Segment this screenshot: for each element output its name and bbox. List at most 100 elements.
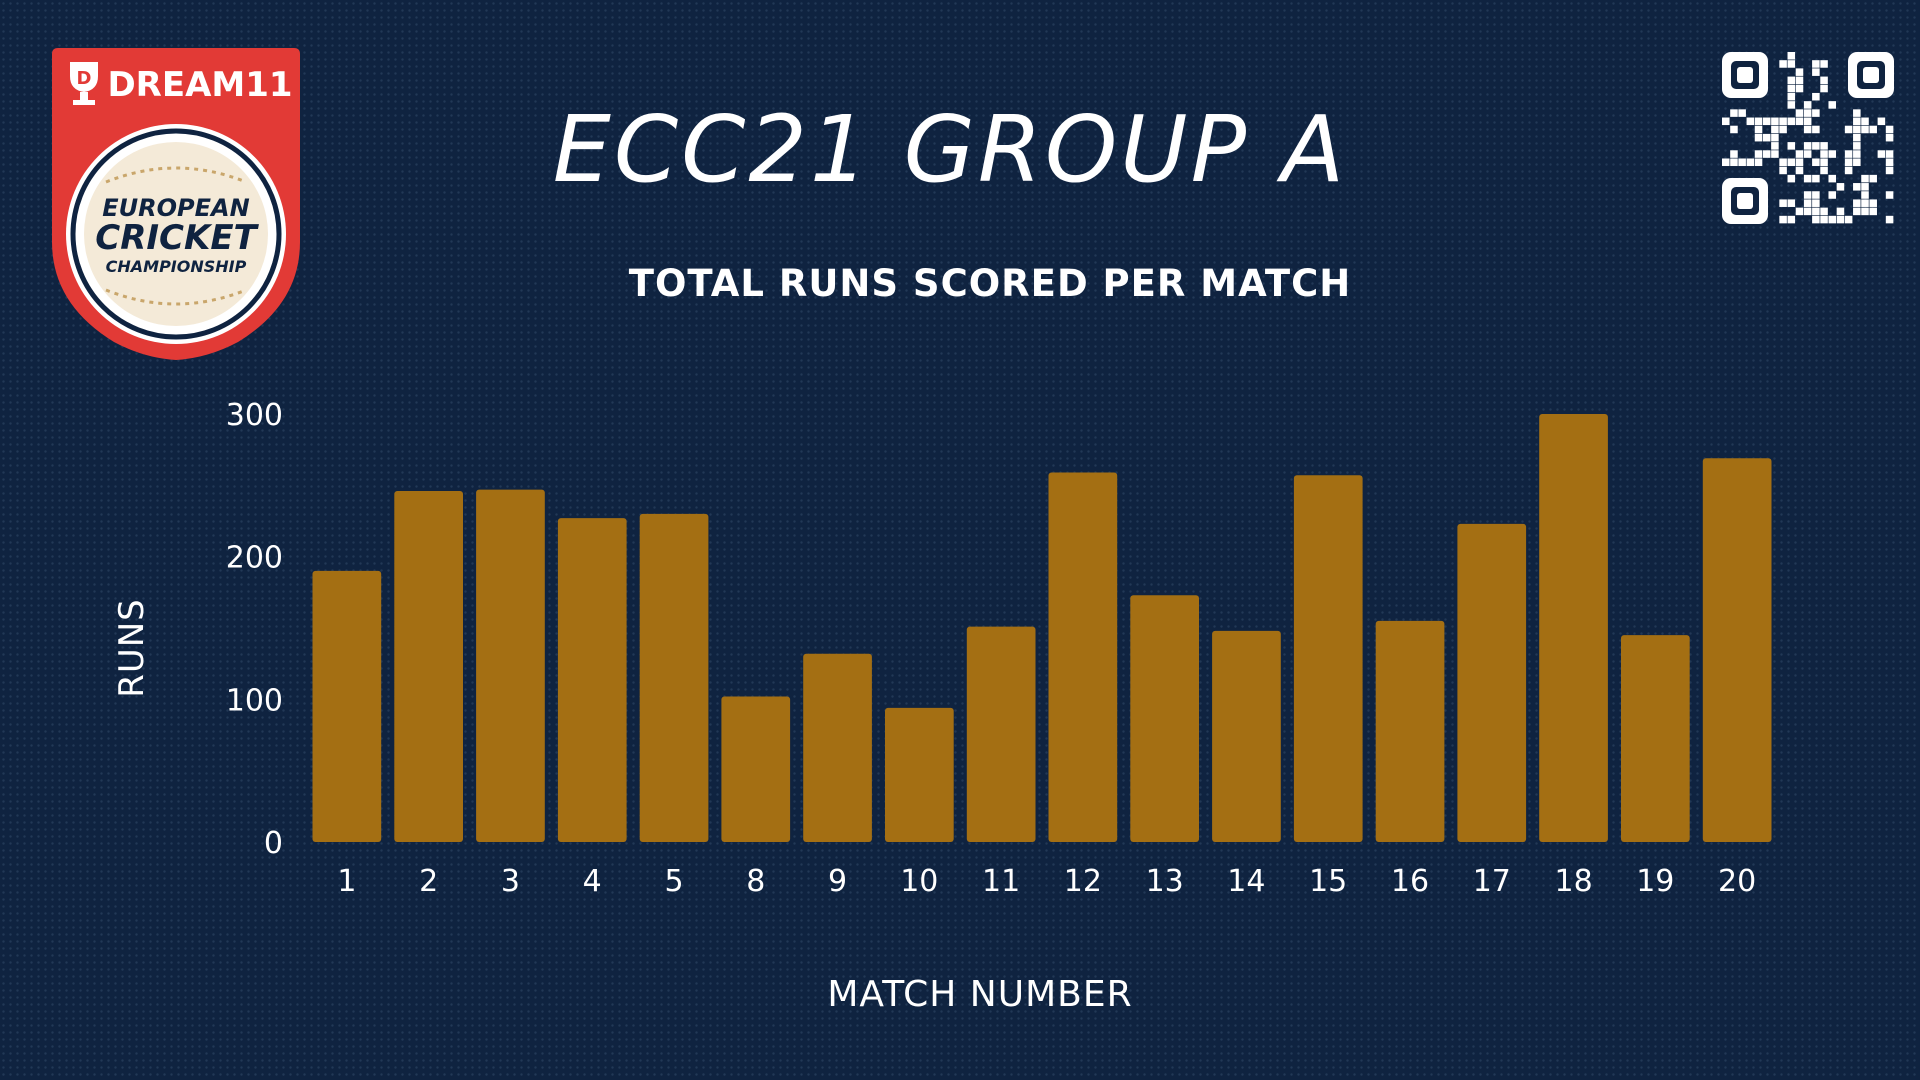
qr-module xyxy=(1853,133,1861,142)
qr-module xyxy=(1885,215,1894,224)
qr-module xyxy=(1820,215,1828,224)
qr-module xyxy=(1730,150,1738,158)
qr-module xyxy=(1885,158,1894,167)
bar-match-18 xyxy=(1539,414,1608,842)
qr-code-icon xyxy=(1722,52,1894,224)
y-tick-label: 200 xyxy=(226,541,283,576)
qr-module xyxy=(1803,199,1812,207)
qr-module xyxy=(1787,52,1796,60)
qr-module xyxy=(1795,166,1804,175)
qr-module xyxy=(1787,158,1796,167)
qr-module xyxy=(1787,92,1796,101)
qr-module xyxy=(1787,117,1796,126)
qr-module xyxy=(1812,60,1820,68)
x-tick-label: 20 xyxy=(1718,864,1756,899)
bar-match-15 xyxy=(1293,475,1363,842)
bar-match-9 xyxy=(803,653,872,842)
y-axis-label: RUNS xyxy=(112,598,152,698)
x-tick-label: 2 xyxy=(419,864,438,899)
x-axis-label: MATCH NUMBER xyxy=(827,974,1133,1015)
chart-title: TOTAL RUNS SCORED PER MATCH xyxy=(628,262,1352,305)
qr-module xyxy=(1771,150,1779,158)
qr-module xyxy=(1861,183,1869,191)
y-tick-label: 300 xyxy=(226,398,283,433)
qr-module xyxy=(1820,84,1828,93)
qr-module xyxy=(1730,158,1738,167)
qr-module xyxy=(1779,117,1787,126)
qr-module xyxy=(1853,183,1861,191)
qr-module xyxy=(1836,215,1845,224)
qr-module xyxy=(1844,125,1853,134)
qr-module xyxy=(1812,174,1820,183)
qr-module xyxy=(1754,158,1763,167)
qr-module xyxy=(1762,133,1771,142)
qr-module xyxy=(1746,158,1755,167)
qr-module xyxy=(1861,174,1869,183)
qr-module xyxy=(1779,166,1787,175)
qr-module xyxy=(1722,117,1730,126)
qr-module xyxy=(1795,76,1804,85)
qr-module xyxy=(1828,191,1837,199)
qr-module xyxy=(1844,215,1853,224)
qr-module xyxy=(1853,199,1861,207)
logo-line-cricket: CRICKET xyxy=(95,218,259,258)
qr-module xyxy=(1803,117,1812,126)
qr-module xyxy=(1795,68,1804,76)
qr-module xyxy=(1779,215,1787,224)
qr-module xyxy=(1812,68,1820,76)
y-tick-label: 100 xyxy=(226,683,283,718)
bar-match-19 xyxy=(1621,635,1690,842)
x-tick-label: 11 xyxy=(982,864,1020,899)
qr-module xyxy=(1820,166,1828,175)
qr-module xyxy=(1754,133,1763,142)
x-tick-label: 14 xyxy=(1227,864,1265,899)
qr-module xyxy=(1885,166,1894,175)
qr-module xyxy=(1771,133,1779,142)
logo-line-championship: CHAMPIONSHIP xyxy=(106,257,247,276)
qr-module xyxy=(1844,150,1853,158)
x-tick-label: 8 xyxy=(746,864,765,899)
qr-module xyxy=(1861,117,1869,126)
qr-module xyxy=(1803,125,1812,134)
x-tick-label: 13 xyxy=(1146,864,1184,899)
qr-module xyxy=(1803,191,1812,199)
qr-module xyxy=(1861,199,1869,207)
x-tick-label: 15 xyxy=(1309,864,1347,899)
x-tick-label: 10 xyxy=(900,864,938,899)
qr-module xyxy=(1853,125,1861,134)
qr-module xyxy=(1787,101,1796,109)
qr-module xyxy=(1877,150,1886,158)
bar-match-3 xyxy=(476,489,545,842)
bar-match-8 xyxy=(721,696,791,842)
qr-module xyxy=(1812,207,1820,216)
qr-module xyxy=(1754,125,1763,134)
y-tick-label: 0 xyxy=(264,826,283,861)
qr-module xyxy=(1812,92,1820,101)
qr-module xyxy=(1812,158,1820,167)
qr-module xyxy=(1861,191,1869,199)
bar-match-1 xyxy=(312,570,382,842)
qr-module xyxy=(1877,117,1886,126)
x-tick-label: 4 xyxy=(583,864,602,899)
qr-module xyxy=(1820,207,1828,216)
qr-module xyxy=(1844,158,1853,167)
qr-module xyxy=(1828,101,1837,109)
qr-module xyxy=(1844,166,1853,175)
qr-module xyxy=(1754,150,1763,158)
bar-match-10 xyxy=(885,707,954,842)
x-tick-label: 9 xyxy=(828,864,847,899)
qr-module xyxy=(1869,207,1877,216)
qr-module xyxy=(1771,117,1779,126)
qr-module xyxy=(1828,215,1837,224)
qr-module xyxy=(1771,125,1779,134)
qr-module xyxy=(1771,142,1779,150)
qr-module xyxy=(1803,109,1812,117)
qr-module xyxy=(1885,191,1894,199)
svg-text:D: D xyxy=(77,68,92,89)
qr-module xyxy=(1820,150,1828,158)
bar-match-17 xyxy=(1457,523,1527,842)
qr-module xyxy=(1861,125,1869,134)
qr-module xyxy=(1803,142,1812,150)
qr-module xyxy=(1730,109,1738,117)
